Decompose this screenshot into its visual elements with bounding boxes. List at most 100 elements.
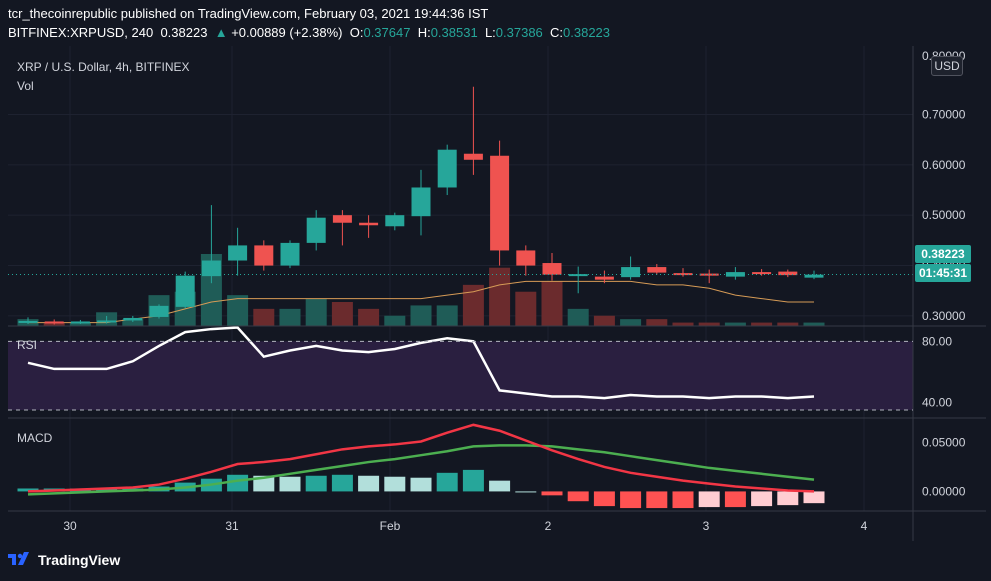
macd-histogram-bar (751, 491, 773, 507)
candle-body (568, 274, 588, 277)
macd-histogram-bar (436, 472, 458, 492)
candle-body (778, 271, 798, 276)
macd-histogram-bar (777, 491, 799, 506)
high-value: 0.38531 (430, 25, 478, 40)
candle-body (18, 320, 38, 323)
candle-body (228, 245, 248, 261)
volume-bar (620, 319, 642, 326)
volume-bar (358, 308, 380, 326)
rsi-label: RSI (17, 338, 38, 352)
macd-tick-label: 0.05000 (922, 435, 966, 449)
volume-bar (593, 315, 615, 326)
macd-histogram-bar (227, 474, 249, 492)
macd-histogram-bar (724, 491, 746, 508)
open-value: 0.37647 (363, 25, 411, 40)
macd-signal-line (27, 444, 815, 496)
macd-histogram-bar (331, 474, 353, 492)
high-label: H: (417, 25, 431, 40)
macd-histogram-bar (17, 488, 39, 492)
volume-bar (462, 284, 484, 326)
symbol-quote-line: BITFINEX:XRPUSD, 240 0.38223 ▲ +0.00889 … (8, 25, 610, 40)
macd-histogram-bar (384, 476, 406, 492)
candles (8, 86, 913, 325)
macd-histogram-bar (253, 475, 275, 492)
macd-histogram-bar (305, 475, 327, 492)
indicator-lines (17, 326, 825, 509)
publisher-line: tcr_thecoinrepublic published on Trading… (8, 6, 489, 21)
close-value: 0.38223 (563, 25, 611, 40)
macd-line (27, 423, 815, 493)
time-tick-label: 30 (63, 519, 77, 533)
volume-bar (279, 308, 301, 326)
macd-histogram-bar (803, 491, 825, 504)
candle-body (463, 153, 483, 160)
price-tick-label: 0.30000 (922, 309, 966, 323)
candle-body (97, 320, 117, 323)
candle-body (804, 274, 824, 278)
candle-body (385, 215, 405, 227)
chart-area[interactable]: 0.300000.400000.500000.600000.700000.800… (8, 46, 986, 541)
volume-bar (698, 322, 720, 326)
price-tick-label: 0.50000 (922, 208, 966, 222)
candle-body (516, 250, 536, 266)
candle-body (621, 267, 641, 278)
time-tick-label: 3 (703, 519, 710, 533)
change-arrow-icon: ▲ (214, 25, 228, 40)
rsi-line (27, 326, 815, 400)
rsi-tick-label: 80.00 (922, 334, 952, 348)
volume-bar (69, 322, 91, 326)
open-label: O: (349, 25, 364, 40)
candle-body (306, 217, 326, 243)
axes: 0.300000.400000.500000.600000.700000.800… (8, 46, 986, 541)
candle-body (149, 305, 169, 317)
tradingview-brand: TradingView (38, 552, 121, 568)
candle-body (359, 222, 379, 226)
tradingview-logo-icon (8, 552, 29, 565)
candle-body (201, 260, 221, 277)
candle-body (699, 273, 719, 276)
volume-bar (305, 298, 327, 326)
volume-bar (436, 305, 458, 326)
macd-label: MACD (17, 431, 53, 445)
rsi-band (8, 341, 913, 410)
volume-bar (803, 322, 825, 326)
candle-body (647, 267, 667, 273)
currency-button[interactable]: USD (931, 56, 963, 76)
macd-histogram-bar (541, 491, 563, 496)
volume-bar (489, 267, 511, 326)
volume-bars (17, 254, 825, 326)
publish-header: tcr_thecoinrepublic published on Trading… (0, 0, 991, 46)
candle-body (175, 275, 195, 307)
volume-bar (672, 322, 694, 326)
candle-body (490, 155, 510, 251)
grid-lines (8, 46, 913, 511)
macd-histogram-bar (567, 491, 589, 502)
macd-histogram-bar (358, 475, 380, 492)
volume-bar (567, 308, 589, 326)
macd-histogram-bar (698, 491, 720, 508)
price-tick-label: 0.60000 (922, 158, 966, 172)
volume-bar (227, 295, 249, 326)
macd-histogram-bar (515, 491, 537, 493)
candle-body (44, 321, 64, 324)
macd-histogram-bar (646, 491, 668, 509)
chart-canvas[interactable]: 0.300000.400000.500000.600000.700000.800… (8, 46, 986, 541)
macd-histogram-bar (410, 477, 432, 492)
symbol-label: BITFINEX:XRPUSD, 240 (8, 25, 154, 40)
volume-bar (541, 281, 563, 326)
time-tick-label: 4 (861, 519, 868, 533)
chart-title: XRP / U.S. Dollar, 4h, BITFINEX (17, 60, 190, 74)
volume-bar (122, 319, 144, 326)
volume-bar (646, 319, 668, 326)
candle-body (673, 273, 693, 276)
macd-histogram-bar (96, 488, 118, 492)
time-tick-label: 2 (545, 519, 552, 533)
volume-bar (777, 322, 799, 326)
macd-histogram-bar (672, 491, 694, 509)
macd-tick-label: 0.00000 (922, 484, 966, 498)
candle-body (70, 321, 90, 324)
volume-label: Vol (17, 79, 34, 93)
rsi-tick-label: 40.00 (922, 396, 952, 410)
candle-body (725, 272, 745, 277)
volume-bar (515, 291, 537, 326)
